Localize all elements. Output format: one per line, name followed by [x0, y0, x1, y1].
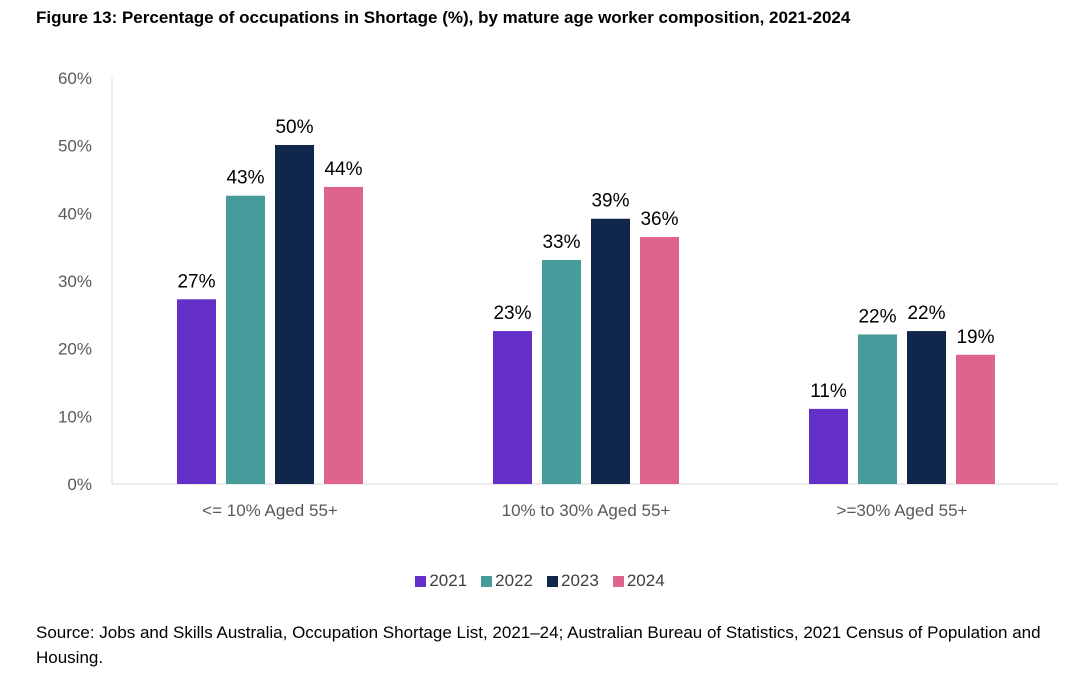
legend-label: 2021	[429, 571, 468, 590]
category-label: <= 10% Aged 55+	[202, 501, 338, 520]
data-label: 19%	[956, 327, 994, 348]
y-tick-label: 10%	[58, 407, 92, 426]
bar-2021	[177, 299, 216, 484]
legend-label: 2022	[495, 571, 533, 590]
source-note: Source: Jobs and Skills Australia, Occup…	[36, 623, 1041, 667]
data-label: 36%	[640, 209, 678, 230]
bar-2023	[275, 144, 314, 485]
data-label: 50%	[275, 117, 313, 138]
bar-chart: 0% 10% 20% 30% 40% 50% 60% 27% 23% 11% 43% 33% 22% 50…	[58, 69, 1058, 520]
legend-label: 2024	[626, 571, 665, 590]
y-tick-label: 60%	[58, 69, 92, 88]
data-label: 22%	[907, 303, 945, 324]
data-label: 22%	[858, 306, 896, 327]
y-tick-label: 40%	[58, 204, 92, 223]
data-label: 11%	[810, 381, 847, 402]
bar-2021	[809, 408, 848, 484]
bar-2023	[907, 331, 946, 484]
data-label: 44%	[324, 159, 362, 180]
data-label: 43%	[226, 168, 264, 189]
bar-2022	[858, 334, 897, 484]
y-tick-label: 50%	[58, 137, 92, 156]
bar-2021	[493, 331, 532, 484]
y-tick-label: 30%	[58, 272, 92, 291]
legend-swatch	[547, 575, 558, 587]
legend-item-2021: 2021	[415, 571, 467, 591]
legend-swatch	[481, 575, 493, 587]
category-label: 10% to 30% Aged 55+	[502, 501, 671, 520]
legend-item-2022: 2022	[481, 571, 533, 591]
legend-item-2023: 2023	[547, 571, 599, 591]
data-label: 39%	[591, 191, 629, 212]
bar-2024	[956, 354, 995, 484]
bar-2024	[324, 186, 363, 484]
data-label: 33%	[542, 232, 580, 253]
category-label: >=30% Aged 55+	[837, 501, 968, 520]
y-tick-label: 0%	[67, 475, 92, 494]
bar-2022	[226, 195, 265, 485]
bar-2022	[542, 260, 581, 484]
data-label: 27%	[177, 271, 215, 292]
bar-2024	[640, 237, 679, 484]
bar-2023	[591, 218, 630, 484]
data-label: 23%	[493, 303, 531, 324]
legend-label: 2023	[561, 571, 599, 590]
legend-swatch	[612, 575, 624, 587]
legend-item-2024: 2024	[612, 571, 665, 591]
legend-swatch	[415, 575, 427, 587]
chart-title: Figure 13: Percentage of occupations in …	[36, 8, 851, 27]
y-tick-label: 20%	[58, 340, 92, 359]
chart-legend: 2021 2022 2023 2024	[0, 571, 1080, 591]
